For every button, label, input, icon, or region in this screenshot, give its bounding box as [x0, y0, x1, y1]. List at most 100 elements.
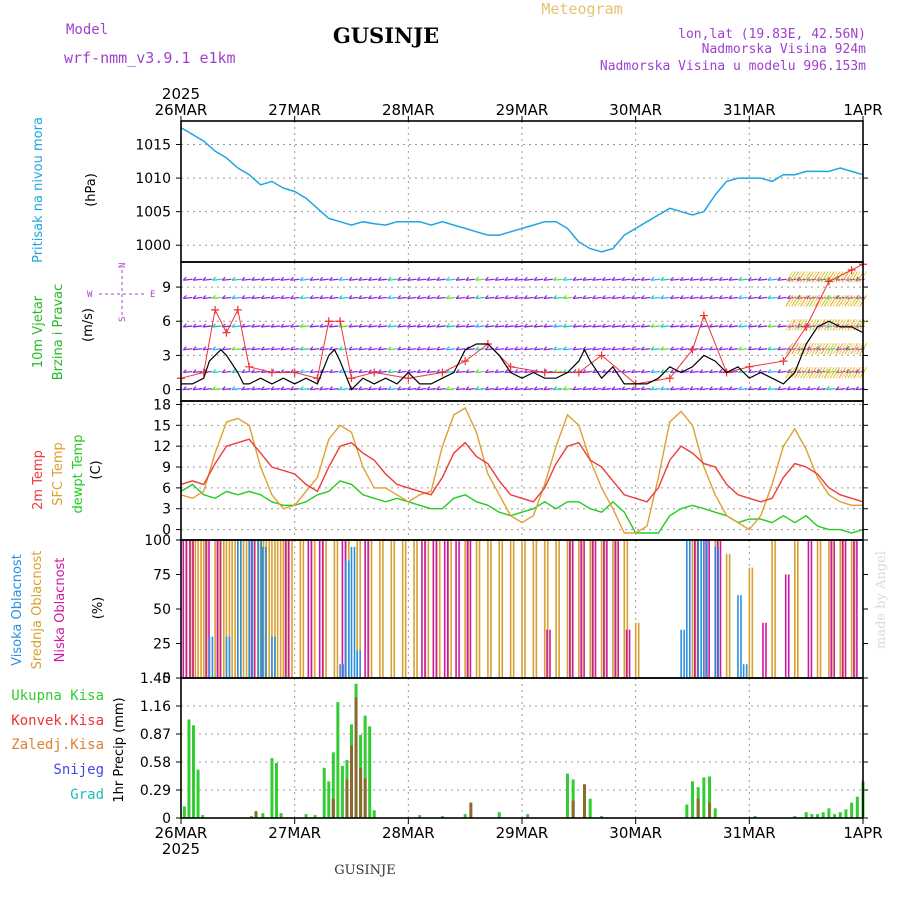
wind-strong-mark [832, 295, 841, 307]
panels: 1000100510101015036903691215180255075100… [135, 116, 868, 827]
wind-arrow-mark [397, 348, 407, 351]
wind-arrow-mark [222, 348, 232, 351]
precip-bar-conv [345, 779, 349, 818]
y-tick-label: 0.29 [140, 783, 171, 799]
wind-strong-mark [838, 366, 847, 379]
wind-arrow-mark [417, 387, 427, 391]
wind-arrow-mark [758, 348, 768, 351]
wind-arrow-mark [319, 370, 329, 374]
wind-arrow-head [777, 276, 782, 281]
precip-bar-conv [359, 767, 363, 818]
wind-arrow-head [358, 386, 363, 391]
wind-arrow-head [182, 323, 187, 328]
wind-arrow-mark [494, 348, 505, 351]
gust-line [180, 263, 864, 385]
wind-arrow-mark [689, 278, 699, 281]
wind-arrow-head [192, 276, 197, 281]
wind-arrow-mark [504, 325, 514, 328]
y-tick-label: 0.87 [140, 727, 171, 743]
wind-arrow-mark [329, 348, 339, 351]
wind-arrow-head [367, 295, 372, 299]
wind-arrow-mark [767, 296, 777, 300]
wind-arrow-head [484, 369, 489, 373]
wind-arrow-head [231, 386, 236, 391]
wind-arrow-mark [183, 278, 193, 281]
precip-bar-total [810, 814, 814, 818]
wind-arrow-mark [670, 278, 680, 281]
wind-arrow-mark [611, 325, 622, 328]
wind-arrow-mark [358, 296, 368, 300]
wind-arrow-mark [758, 387, 768, 391]
wind-arrow-mark [202, 348, 212, 351]
wind-arrow-mark [631, 296, 641, 300]
wind-strong-mark [841, 366, 850, 379]
wind-arrow-head [475, 346, 479, 351]
wind-arrow-head [601, 323, 606, 328]
wind-strong-mark [791, 343, 800, 355]
wind-arrow-head [212, 276, 216, 281]
wind-arrow-mark [582, 387, 592, 391]
wind-arrow-mark [670, 296, 680, 300]
wind-arrow-mark [728, 278, 738, 281]
wind-arrow-mark [748, 370, 758, 374]
wind-arrow-head [426, 386, 431, 391]
y-tick-label: 6 [162, 481, 171, 497]
wind-arrow-head [484, 323, 489, 328]
wind-strong-mark [847, 295, 856, 307]
wind-arrow-head [592, 369, 596, 373]
panel-pressure: 1000 1005 1010 1015 [135, 121, 868, 262]
wind-arrow-head [611, 323, 616, 328]
wind-arrow-mark [446, 387, 456, 391]
wind-arrow-mark [261, 387, 271, 391]
wind-arrow-mark [563, 387, 573, 391]
wind-arrow-head [738, 323, 743, 328]
wind-arrow-mark [261, 348, 271, 351]
wind-arrow-mark [465, 325, 475, 328]
wind-arrow-head [299, 346, 304, 351]
wind-arrow-mark [572, 278, 583, 281]
wind-arrow-mark [524, 278, 534, 281]
precip-bar-total [850, 802, 854, 818]
wind-arrow-head [718, 295, 723, 299]
wind-strong-mark [829, 319, 838, 331]
wind-arrow-head [299, 323, 304, 328]
wind-arrow-mark [270, 348, 281, 351]
wind-strong-mark [794, 271, 802, 283]
wind-arrow-mark [787, 278, 797, 281]
wind-arrow-mark [270, 387, 281, 391]
wind-arrow-mark [309, 348, 320, 351]
wind-arrow-mark [592, 348, 602, 351]
wind-strong-mark [785, 295, 794, 307]
wind-arrow-mark [748, 348, 758, 351]
wind-arrow-mark [387, 278, 397, 281]
gust-point [245, 362, 254, 371]
wind-strong-mark [835, 319, 844, 331]
wind-arrow-head [582, 323, 587, 328]
wind-arrow-head [650, 276, 655, 281]
wind-arrow-head [260, 346, 265, 351]
wind-strong-mark [800, 319, 808, 331]
wind-arrow-head [202, 323, 207, 328]
wind-arrow-mark [436, 296, 446, 300]
wind-arrow-head [728, 295, 733, 299]
wind-arrow-head [348, 346, 353, 351]
wind-arrow-head [328, 323, 333, 328]
wind-strong-mark [838, 319, 847, 331]
wind-arrow-head [397, 323, 402, 328]
wind-arrow-mark [202, 325, 212, 328]
wind-arrow-mark [504, 348, 514, 351]
wind-arrow-head [601, 295, 606, 299]
wind-arrow-mark [397, 387, 407, 391]
wind-arrow-mark [543, 387, 553, 391]
wind-arrow-mark [758, 296, 768, 300]
wind-arrow-mark [339, 370, 349, 374]
wind-strong-mark [826, 271, 835, 283]
wind-arrow-head [348, 323, 353, 328]
wind-label-1: 10m Vjetar [31, 295, 46, 368]
wind-arrow-head [270, 276, 275, 281]
wind-arrow-head [338, 346, 343, 351]
precip-bar-conv [583, 784, 587, 818]
wind-arrow-mark [826, 325, 836, 328]
wind-arrow-head [192, 295, 197, 299]
wind-arrow-head [816, 386, 820, 391]
